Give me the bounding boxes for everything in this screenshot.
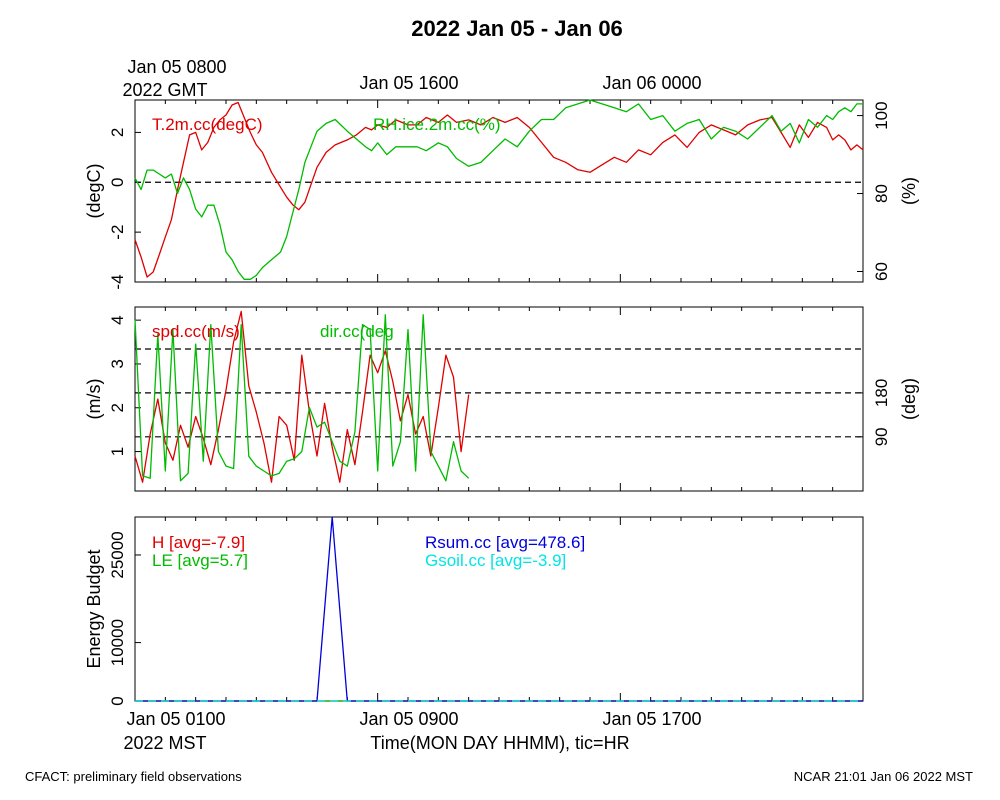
y-tick-label-left: 2 [108,128,127,137]
series-line-1 [134,314,470,482]
y-tick-label-left: 0 [108,178,127,187]
y-tick-label-left: 4 [108,315,127,324]
y-axis-label-left: (m/s) [84,379,104,420]
legend-label-gsoil: Gsoil.cc [avg=-3.9] [425,551,566,570]
y-tick-label-left: -4 [108,274,127,289]
footer-right: NCAR 21:01 Jan 06 2022 MST [794,769,973,784]
y-tick-label-left: 1 [108,447,127,456]
top-axis-label-0: Jan 05 0800 [127,57,226,77]
series-label-rh: RH.ice.2m.cc(%) [373,115,501,134]
y-tick-label-right: 100 [872,101,891,129]
series-label-direction: dir.cc(deg [320,322,394,341]
y-tick-label-right: 180 [872,379,891,407]
bottom-axis-unit: 2022 MST [123,733,206,753]
y-tick-label-right: 90 [872,427,891,446]
chart-panel-0: -4 -2 0 2 60 80 100 (degC) (%) [84,99,919,290]
top-axis-label-1: Jan 05 1600 [359,73,458,93]
footer-left: CFACT: preliminary field observations [25,769,242,784]
top-axis-label-2: Jan 06 0000 [602,73,701,93]
chart-panel-1: 1 2 3 4 90 180 (m/s) (deg) [84,306,919,492]
top-axis-unit: 2022 GMT [122,80,207,100]
y-tick-label-left: -2 [108,225,127,240]
legend-label-le: LE [avg=5.7] [152,551,248,570]
chart-panels: -4 -2 0 2 60 80 100 (degC) (%) 1 2 3 4 90 180 (m/s) (deg… [84,99,919,706]
chart-title: 2022 Jan 05 - Jan 06 [411,16,623,41]
y-tick-label-left: 0 [108,696,127,705]
y-tick-label-left: 2 [108,403,127,412]
y-tick-label-left: 3 [108,359,127,368]
y-tick-label-left: 25000 [108,531,127,578]
bottom-axis-label-1: Jan 05 0900 [359,709,458,729]
y-axis-label-left: Energy Budget [84,549,104,668]
series-line-1 [134,99,863,280]
x-axis-title: Time(MON DAY HHMM), tic=HR [370,733,629,753]
y-axis-label-left: (degC) [84,163,104,218]
bottom-axis-label-0: Jan 05 0100 [126,709,225,729]
bottom-axis-label-2: Jan 05 1700 [602,709,701,729]
series-label-speed: spd.cc(m/s) [152,322,240,341]
y-axis-label-right: (deg) [899,378,919,420]
y-tick-label-right: 60 [872,262,891,281]
legend-label-rsum: Rsum.cc [avg=478.6] [425,533,585,552]
y-tick-label-left: 10000 [108,619,127,666]
y-tick-label-right: 80 [872,184,891,203]
series-line-0 [134,101,864,278]
y-axis-label-right: (%) [899,177,919,205]
series-label-temperature: T.2m.cc(degC) [152,115,263,134]
legend-label-h: H [avg=-7.9] [152,533,245,552]
